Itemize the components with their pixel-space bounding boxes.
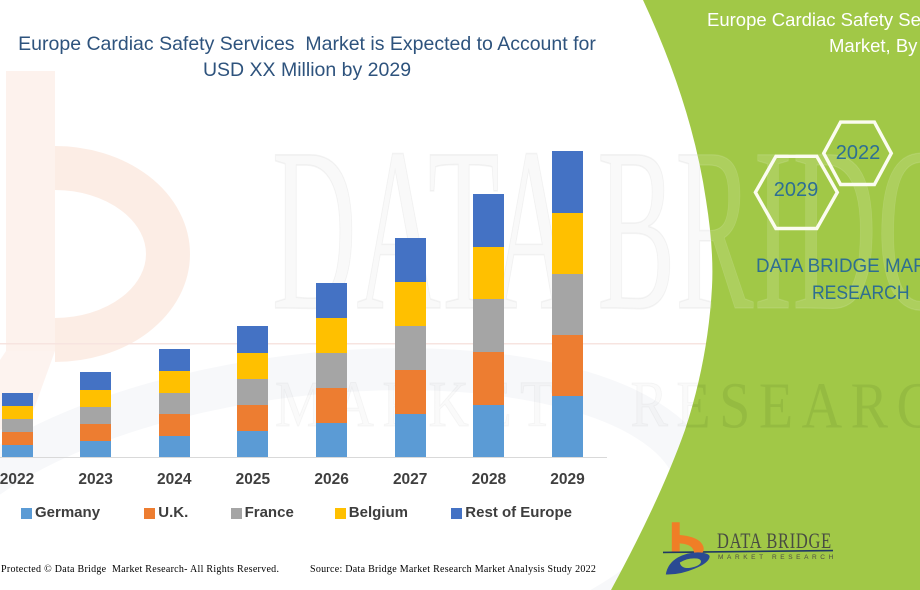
svg-text:MARKET RESEARCH: MARKET RESEARCH [275, 370, 920, 443]
svg-text:DATA BRIDGE: DATA BRIDGE [272, 101, 920, 360]
